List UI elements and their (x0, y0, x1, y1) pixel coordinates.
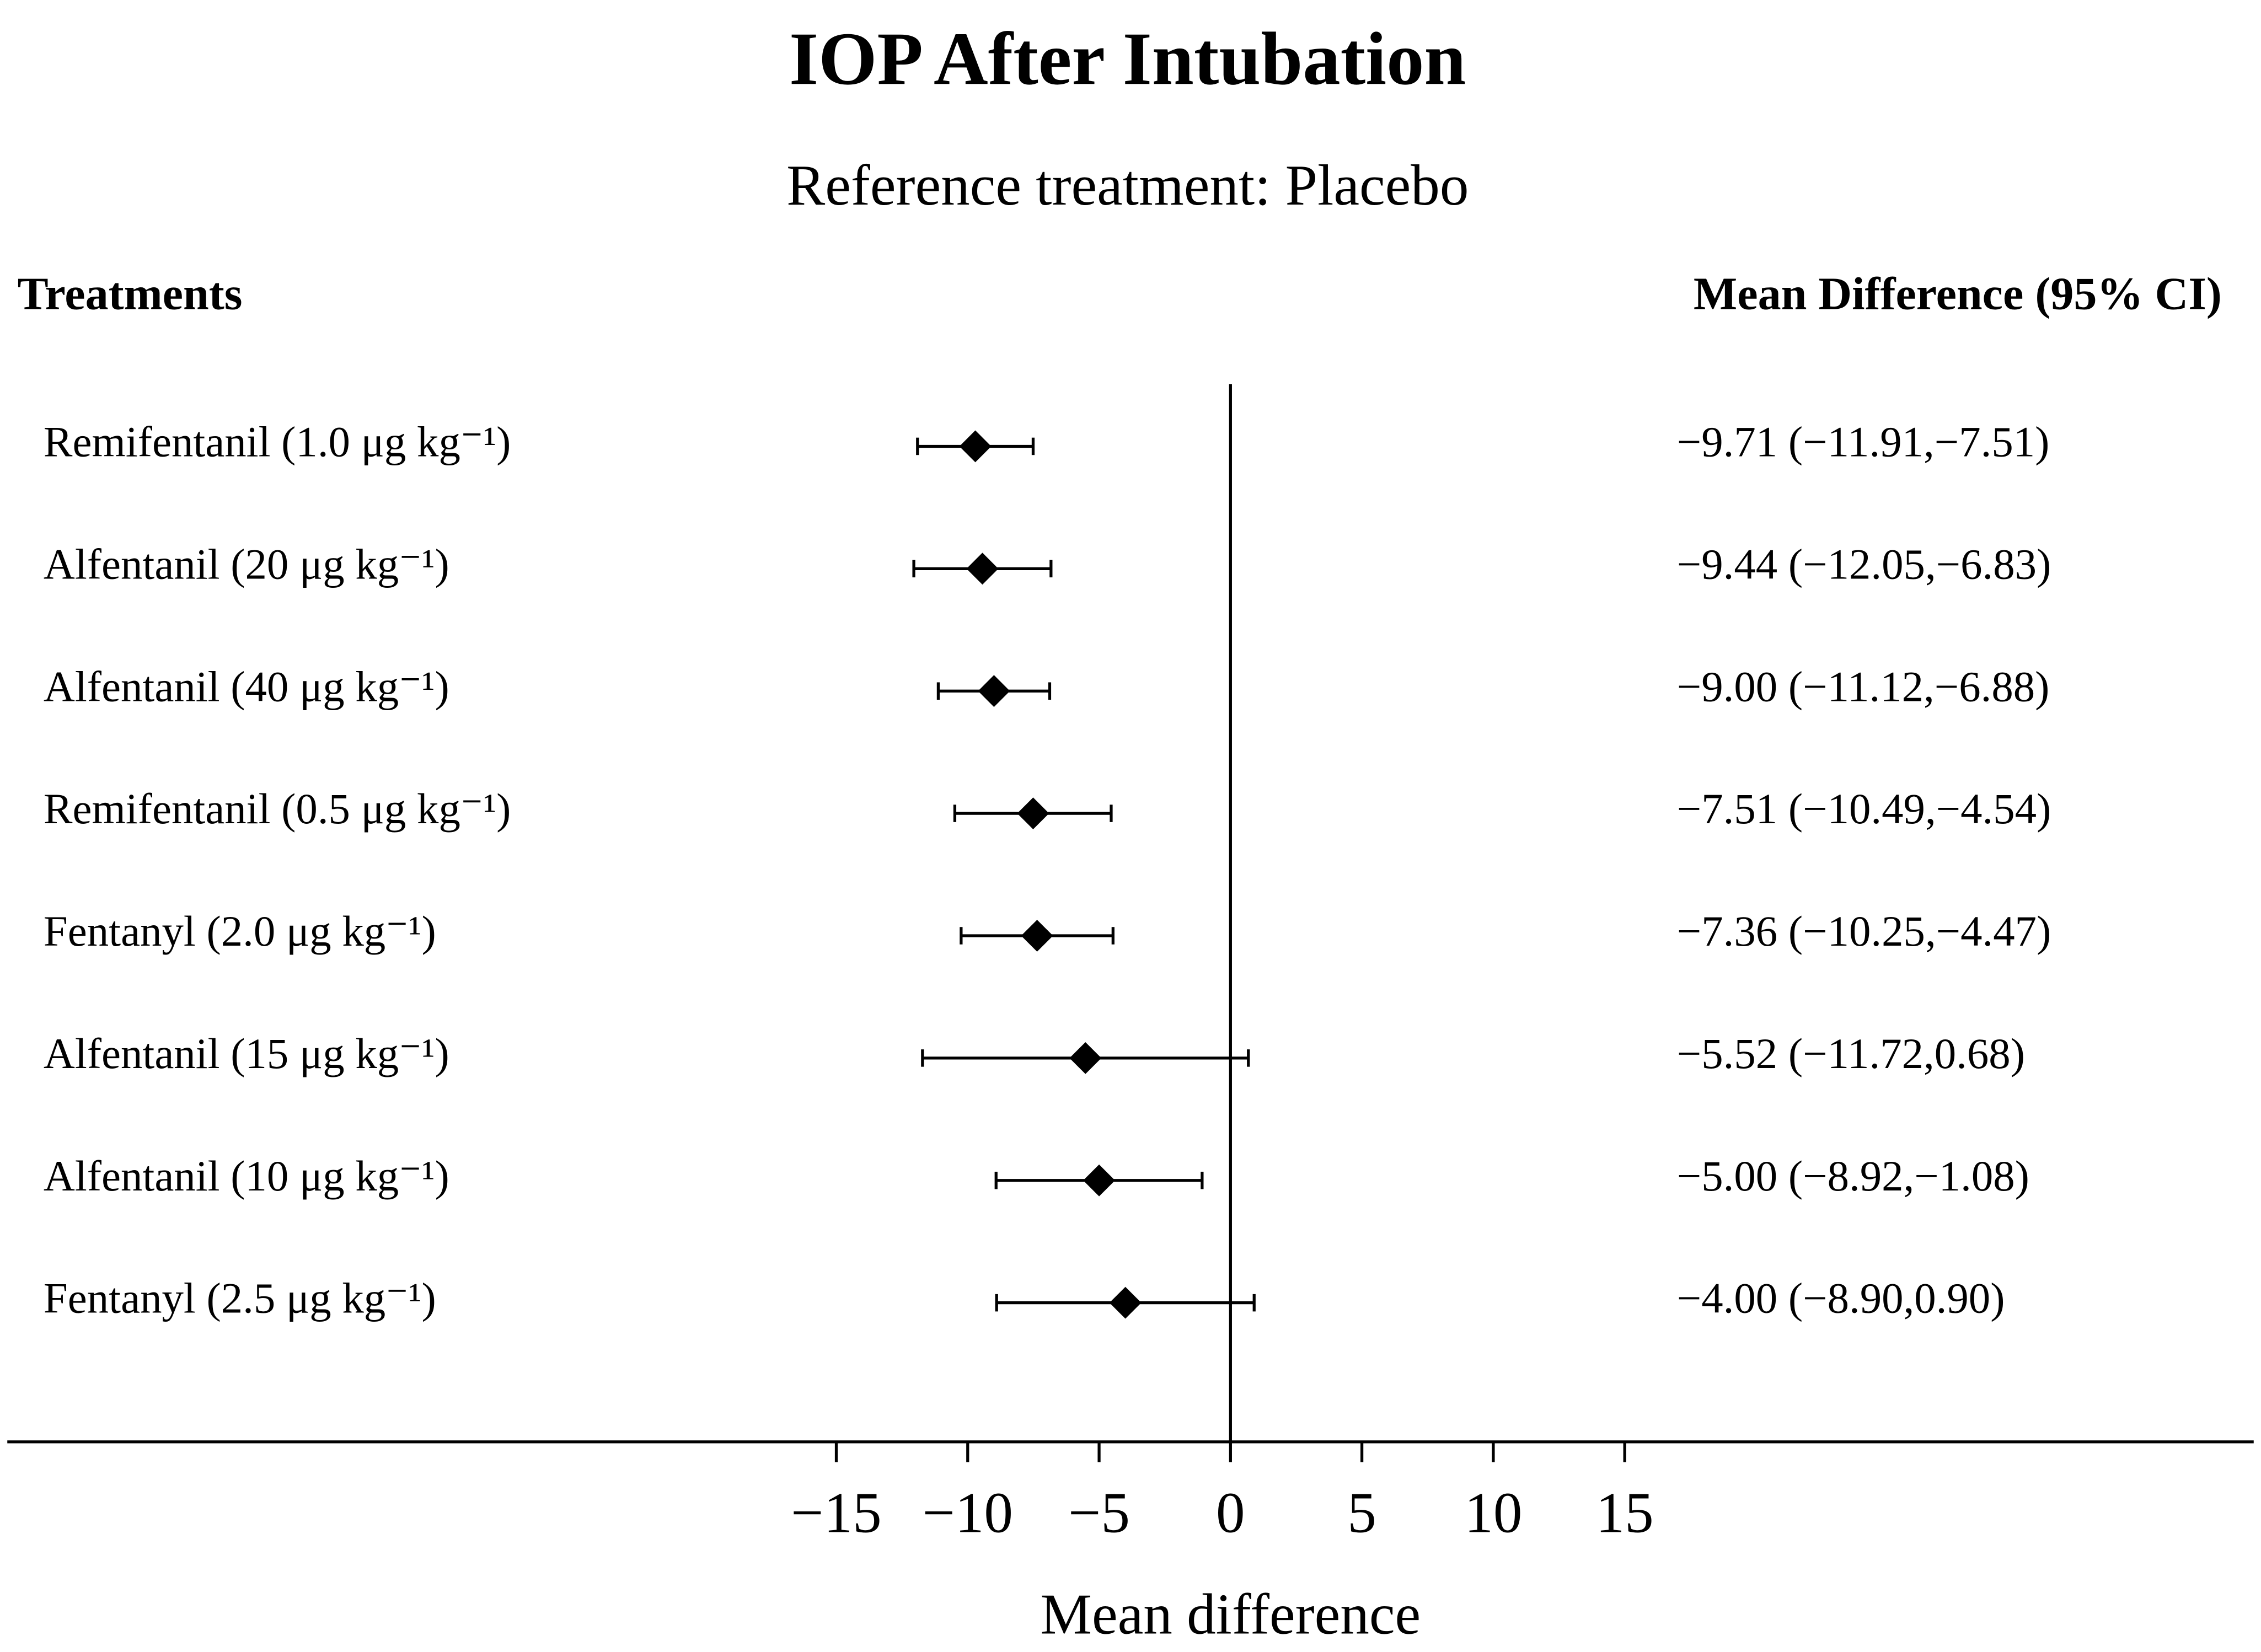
x-tick-label: −10 (923, 1480, 1013, 1544)
point-estimate (1069, 1042, 1102, 1074)
x-tick-label: 0 (1216, 1480, 1245, 1544)
chart-title: IOP After Intubation (789, 17, 1466, 100)
value-label: −4.00 (−8.90,0.90) (1677, 1275, 2005, 1323)
point-estimate (978, 675, 1010, 707)
row-label: Alfentanil (20 μg kg⁻¹) (44, 540, 449, 588)
row-label: Alfentanil (15 μg kg⁻¹) (44, 1030, 449, 1078)
value-label: −7.51 (−10.49,−4.54) (1677, 785, 2051, 833)
row-label: Remifentanil (1.0 μg kg⁻¹) (44, 419, 511, 466)
value-label: −9.71 (−11.91,−7.51) (1677, 419, 2050, 466)
row-label: Fentanyl (2.5 μg kg⁻¹) (44, 1275, 436, 1323)
value-label: −5.52 (−11.72,0.68) (1677, 1030, 2025, 1078)
x-tick-label: 5 (1347, 1480, 1376, 1544)
point-estimate (1083, 1164, 1115, 1197)
point-estimate (1109, 1286, 1142, 1319)
x-tick-label: 15 (1596, 1480, 1654, 1544)
x-tick-label: −5 (1068, 1480, 1130, 1544)
row-label: Fentanyl (2.0 μg kg⁻¹) (44, 908, 436, 956)
row-label: Alfentanil (40 μg kg⁻¹) (44, 663, 449, 711)
left-header: Treatments (18, 269, 243, 320)
point-estimate (966, 553, 999, 585)
point-estimate (1021, 920, 1053, 952)
row-label: Remifentanil (0.5 μg kg⁻¹) (44, 785, 511, 833)
value-label: −9.44 (−12.05,−6.83) (1677, 540, 2051, 588)
value-label: −9.00 (−11.12,−6.88) (1677, 663, 2050, 711)
value-label: −7.36 (−10.25,−4.47) (1677, 908, 2051, 956)
x-tick-label: 10 (1464, 1480, 1522, 1544)
point-estimate (959, 430, 992, 463)
row-label: Alfentanil (10 μg kg⁻¹) (44, 1152, 449, 1200)
chart-subtitle: Reference treatment: Placebo (786, 153, 1469, 217)
right-header: Mean Difference (95% CI) (1694, 269, 2222, 320)
x-tick-label: −15 (791, 1480, 881, 1544)
point-estimate (1017, 797, 1049, 830)
value-label: −5.00 (−8.92,−1.08) (1677, 1152, 2029, 1200)
x-axis-title: Mean difference (1041, 1581, 1421, 1646)
